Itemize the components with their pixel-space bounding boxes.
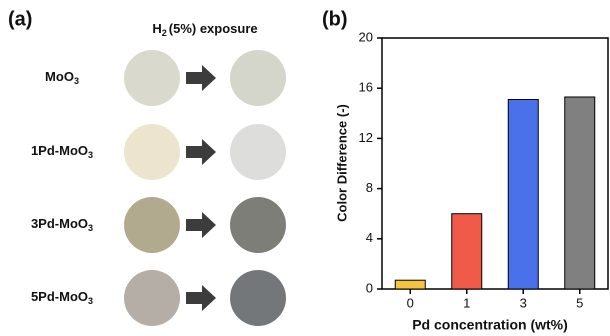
sample-before — [124, 197, 180, 253]
x-tick-label: 0 — [407, 295, 414, 310]
bar — [565, 97, 595, 289]
header-main: H — [152, 21, 161, 36]
sample-before — [124, 50, 180, 106]
bar — [395, 280, 425, 289]
x-tick-label: 1 — [463, 295, 470, 310]
figure: (a) H2(5%) exposure (b) Pd concentration… — [0, 0, 610, 336]
arrow — [186, 139, 216, 165]
sample-before — [124, 124, 180, 180]
y-tick-label: 12 — [359, 130, 373, 145]
row-label-sub: 3 — [74, 76, 79, 86]
y-axis-label: Color Difference (-) — [334, 104, 349, 222]
panel-header: H2(5%) exposure — [152, 21, 257, 38]
row-label: 5Pd-MoO3 — [31, 289, 93, 306]
row-label-sub: 3 — [88, 296, 93, 306]
row-label-sub: 3 — [88, 150, 93, 160]
sample-after — [230, 270, 286, 326]
page: (a) H2(5%) exposure (b) Pd concentration… — [0, 0, 610, 336]
row-label-sub: 3 — [88, 223, 93, 233]
header-sub: 2 — [162, 28, 167, 38]
arrow — [186, 212, 216, 238]
y-tick-label: 4 — [366, 230, 373, 245]
y-tick-label: 0 — [366, 280, 373, 295]
x-tick-label: 5 — [576, 295, 583, 310]
header-rest: (5%) exposure — [169, 21, 258, 36]
row-label: MoO3 — [45, 69, 79, 86]
panel-label: (b) — [322, 8, 348, 30]
sample-after — [230, 197, 286, 253]
row-label-main: 1Pd-MoO — [31, 143, 88, 158]
row-label-main: MoO — [45, 69, 74, 84]
panel-label: (a) — [8, 8, 32, 30]
bar — [508, 99, 538, 289]
arrow — [186, 65, 216, 91]
bar — [452, 214, 482, 289]
x-tick-label: 3 — [520, 295, 527, 310]
y-tick-label: 20 — [359, 29, 373, 44]
arrow — [186, 285, 216, 311]
row-label: 3Pd-MoO3 — [31, 216, 93, 233]
row-label-main: 3Pd-MoO — [31, 216, 88, 231]
sample-after — [230, 124, 286, 180]
x-axis-label: Pd concentration (wt%) — [412, 317, 568, 333]
sample-after — [230, 50, 286, 106]
y-tick-label: 16 — [359, 80, 373, 95]
row-label: 1Pd-MoO3 — [31, 143, 93, 160]
sample-before — [124, 270, 180, 326]
row-label-main: 5Pd-MoO — [31, 289, 88, 304]
y-tick-label: 8 — [366, 180, 373, 195]
